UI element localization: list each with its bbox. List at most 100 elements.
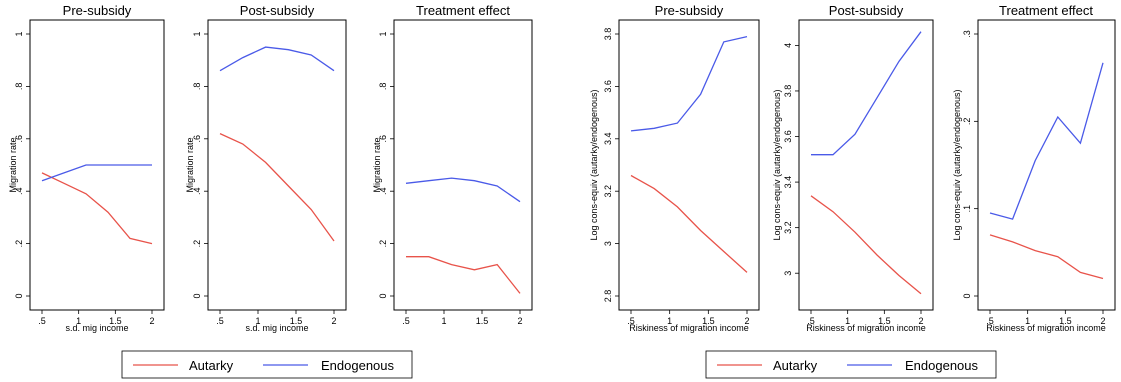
series-line-endogenous	[630, 35, 748, 132]
tick-group: .5 1 1.5 2 0 .1 .2 .3	[962, 30, 1106, 326]
series-group	[810, 31, 922, 295]
y-tick-label: .8	[378, 83, 388, 91]
series-line-autarky	[630, 174, 748, 273]
series-line-autarky	[810, 195, 922, 295]
x-tick-label: 2	[1100, 316, 1105, 326]
x-tick-label: 1.5	[1059, 316, 1072, 326]
x-axis-label: Riskiness of migration income	[629, 323, 749, 333]
y-tick-label: .6	[14, 135, 24, 143]
plot-area	[798, 19, 934, 311]
x-axis-label: s.d. mig income	[65, 323, 128, 333]
x-tick-label: .5	[627, 316, 635, 326]
series-group	[405, 177, 521, 294]
legend-label-endogenous: Endogenous	[321, 358, 395, 373]
chart-panel: Pre-subsidy s.d. mig income Migration ra…	[8, 3, 165, 333]
y-tick-label: 3.4	[603, 133, 613, 146]
y-axis-label: Log cons-equiv (autarky/endogenous)	[772, 89, 782, 240]
legend: Autarky Endogenous	[121, 350, 413, 379]
y-axis-label: Migration rate	[372, 137, 382, 192]
x-tick-label: 1.5	[476, 316, 489, 326]
y-tick-label: 2.8	[603, 290, 613, 303]
plot-area	[618, 19, 760, 311]
y-tick-label: 0	[192, 293, 202, 298]
y-tick-label: 3.2	[783, 221, 793, 234]
y-tick-label: .6	[378, 135, 388, 143]
series-line-endogenous	[989, 62, 1104, 220]
series-group	[989, 62, 1104, 280]
tick-group: .5 1 1.5 2 2.8 3 3.2 3.4 3.6 3.8	[603, 28, 750, 326]
panel-title: Post-subsidy	[240, 3, 315, 18]
chart-panel: Post-subsidy Riskiness of migration inco…	[772, 3, 934, 333]
x-tick-label: 1	[845, 316, 850, 326]
y-tick-label: 3.8	[603, 28, 613, 41]
y-tick-label: 3.6	[603, 80, 613, 93]
x-tick-label: 1.5	[290, 316, 303, 326]
y-tick-label: .4	[378, 187, 388, 195]
series-group	[630, 35, 748, 273]
x-tick-label: .5	[807, 316, 815, 326]
series-line-endogenous	[219, 46, 335, 72]
y-tick-label: 0	[14, 293, 24, 298]
y-tick-label: 0	[962, 293, 972, 298]
x-tick-label: 1.5	[878, 316, 891, 326]
x-tick-label: 1	[667, 316, 672, 326]
plot-area	[977, 19, 1116, 311]
tick-group: .5 1 1.5 2 3 3.2 3.4 3.6 3.8 4	[783, 43, 924, 326]
series-group	[41, 164, 153, 245]
y-tick-label: .2	[14, 240, 24, 248]
y-tick-label: 3.2	[603, 185, 613, 198]
y-tick-label: .2	[962, 118, 972, 126]
y-axis-label: Log cons-equiv (autarky/endogenous)	[952, 89, 962, 240]
x-tick-label: 1	[441, 316, 446, 326]
y-tick-label: 1	[192, 31, 202, 36]
plot-area	[207, 19, 347, 311]
plot-area	[393, 19, 533, 311]
tick-group: .5 1 1.5 2 0 .2 .4 .6 .8 1	[192, 31, 337, 326]
y-tick-label: 3	[783, 271, 793, 276]
chart-panel: Post-subsidy s.d. mig income Migration r…	[185, 3, 347, 333]
x-tick-label: 1.5	[702, 316, 715, 326]
y-tick-label: 3.8	[783, 85, 793, 98]
x-tick-label: 1	[255, 316, 260, 326]
tick-group: .5 1 1.5 2 0 .2 .4 .6 .8 1	[14, 31, 155, 326]
y-tick-label: .4	[14, 187, 24, 195]
series-group	[219, 46, 335, 242]
series-line-autarky	[41, 172, 153, 245]
y-tick-label: .3	[962, 30, 972, 38]
x-tick-label: 2	[744, 316, 749, 326]
y-tick-label: 3	[603, 241, 613, 246]
x-axis-label: s.d. mig income	[245, 323, 308, 333]
x-axis-label: Riskiness of migration income	[986, 323, 1106, 333]
chart-panel: Treatment effect Migration rate .5 1 1.5 2 0…	[372, 3, 533, 326]
chart-panel: Pre-subsidy Riskiness of migration incom…	[589, 3, 760, 333]
y-tick-label: .2	[378, 240, 388, 248]
series-line-endogenous	[41, 164, 152, 182]
series-line-autarky	[989, 234, 1104, 280]
panel-title: Pre-subsidy	[63, 3, 132, 18]
series-line-autarky	[219, 133, 335, 242]
y-tick-label: 0	[378, 293, 388, 298]
y-tick-label: .6	[192, 135, 202, 143]
y-tick-label: .4	[192, 187, 202, 195]
series-line-autarky	[406, 256, 521, 294]
x-axis-label: Riskiness of migration income	[806, 323, 926, 333]
x-tick-label: 1	[76, 316, 81, 326]
legend-label-endogenous: Endogenous	[905, 358, 979, 373]
y-axis-label: Log cons-equiv (autarky/endogenous)	[589, 89, 599, 240]
y-axis-label: Migration rate	[8, 137, 18, 192]
x-tick-label: .5	[402, 316, 410, 326]
legend: Autarky Endogenous	[705, 350, 997, 379]
x-tick-label: 2	[918, 316, 923, 326]
y-tick-label: 1	[14, 31, 24, 36]
y-axis-label: Migration rate	[185, 137, 195, 192]
panel-title: Treatment effect	[999, 3, 1093, 18]
legend-label-autarky: Autarky	[773, 358, 818, 373]
y-tick-label: .8	[14, 83, 24, 91]
y-tick-label: .2	[192, 240, 202, 248]
x-tick-label: .5	[216, 316, 224, 326]
x-tick-label: 2	[517, 316, 522, 326]
x-tick-label: 1	[1025, 316, 1030, 326]
chart-panel: Treatment effect Riskiness of migration …	[952, 3, 1116, 333]
x-tick-label: 2	[149, 316, 154, 326]
